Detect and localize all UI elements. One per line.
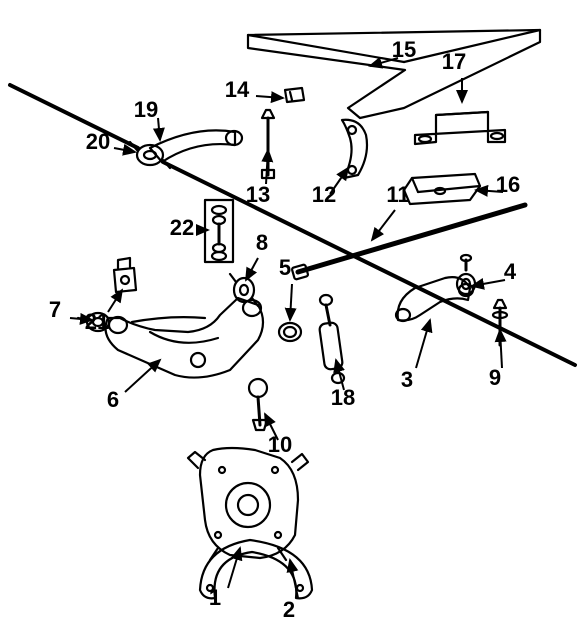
part-14-clip — [285, 88, 304, 102]
callout-12: 12 — [312, 182, 336, 208]
callout-4: 4 — [504, 259, 516, 285]
part-18-shock-absorber — [319, 295, 344, 383]
callout-13: 13 — [246, 182, 270, 208]
callout-7: 7 — [49, 297, 61, 323]
callout-3: 3 — [401, 367, 413, 393]
part-17-bracket — [415, 112, 505, 144]
part-6-lower-control-arm — [106, 298, 263, 378]
part-13-bolt — [262, 110, 274, 178]
leader-line-19 — [158, 118, 160, 140]
callout-10: 10 — [268, 432, 292, 458]
callout-17: 17 — [442, 49, 466, 75]
callout-16: 16 — [496, 172, 520, 198]
callout-18: 18 — [331, 385, 355, 411]
callout-11: 11 — [386, 182, 409, 208]
part-22-hardware-kit — [205, 200, 233, 262]
leader-line-14 — [256, 96, 283, 98]
callout-15: 15 — [392, 37, 416, 63]
callout-22: 22 — [170, 215, 194, 241]
callout-20: 20 — [86, 129, 110, 155]
callout-8: 8 — [256, 230, 268, 256]
callout-14: 14 — [225, 77, 249, 103]
part-12-lever — [342, 120, 367, 178]
callout-6: 6 — [107, 387, 119, 413]
leader-line-2 — [290, 560, 298, 598]
part-16-spacer-block — [404, 174, 480, 204]
leader-line-6 — [125, 360, 160, 392]
callout-5: 5 — [279, 255, 291, 281]
callout-9: 9 — [489, 365, 501, 391]
part-21-bushing-block — [114, 258, 136, 292]
leader-line-11 — [372, 210, 395, 240]
leader-line-3 — [416, 320, 430, 368]
leader-line-20 — [114, 148, 135, 152]
callout-19: 19 — [134, 97, 158, 123]
leader-line-4 — [472, 280, 505, 286]
callout-2: 2 — [283, 597, 295, 623]
callout-1: 1 — [209, 585, 221, 611]
part-5-seal — [279, 323, 301, 341]
part-1-steering-knuckle — [188, 448, 308, 560]
leader-line-5 — [290, 284, 292, 320]
leader-line-21 — [108, 290, 122, 312]
leader-line-8 — [246, 258, 258, 280]
leader-line-9 — [500, 330, 502, 368]
part-10-ball-joint — [249, 379, 267, 430]
callout-21: 21 — [85, 309, 109, 335]
